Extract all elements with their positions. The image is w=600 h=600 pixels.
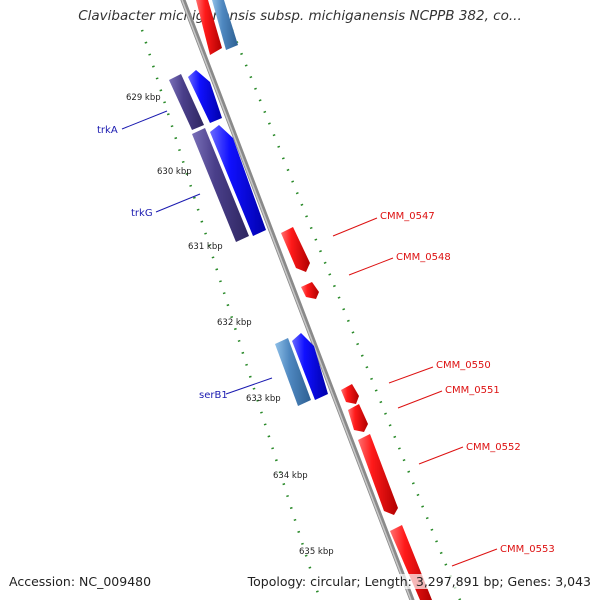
tick-label-635: 635 kbp — [299, 547, 334, 557]
gene-CMM_0551[interactable] — [348, 404, 368, 432]
gene-CMM_0547[interactable] — [281, 227, 310, 272]
label-trkG[interactable]: trkG — [131, 208, 153, 219]
label-CMM_0550[interactable]: CMM_0550 — [436, 360, 491, 371]
leader-CMM_0553 — [451, 548, 498, 567]
label-CMM_0547[interactable]: CMM_0547 — [380, 211, 435, 222]
label-serB1[interactable]: serB1 — [199, 390, 228, 401]
label-CMM_0551[interactable]: CMM_0551 — [445, 385, 500, 396]
gene-pair-serB1[interactable] — [275, 333, 328, 406]
accession-text: Accession: NC_009480 — [9, 574, 152, 589]
leader-CMM_0550 — [388, 366, 434, 384]
genome-summary-text: Topology: circular; Length: 3,297,891 bp… — [247, 574, 591, 589]
genome-backbone-highlight — [181, 0, 412, 600]
leader-trkA — [121, 110, 168, 130]
genome-backbone — [180, 0, 415, 600]
tick-ring-inner — [140, 29, 322, 600]
label-CMM_0553[interactable]: CMM_0553 — [500, 544, 555, 555]
partial-gene-top[interactable] — [196, 0, 238, 55]
tick-label-630: 630 kbp — [157, 167, 192, 177]
leader-CMM_0548 — [348, 257, 394, 276]
label-CMM_0548[interactable]: CMM_0548 — [396, 252, 451, 263]
tick-ring-outer — [230, 29, 462, 600]
tick-label-632: 632 kbp — [217, 318, 252, 328]
leader-CMM_0552 — [418, 446, 464, 465]
gene-pair-trkA[interactable] — [169, 70, 222, 130]
gene-CMM_0548[interactable] — [301, 282, 319, 299]
gene-pair-trkG[interactable] — [192, 125, 266, 242]
leader-CMM_0547 — [332, 217, 378, 237]
tick-label-633: 633 kbp — [246, 394, 281, 404]
gene-CMM_0550[interactable] — [341, 384, 359, 404]
leader-serB1 — [225, 377, 273, 395]
tick-label-629: 629 kbp — [126, 93, 161, 103]
gene-CMM_0552[interactable] — [358, 434, 398, 515]
label-trkA[interactable]: trkA — [97, 125, 118, 136]
label-CMM_0552[interactable]: CMM_0552 — [466, 442, 521, 453]
tick-label-634: 634 kbp — [273, 471, 308, 481]
leader-trkG — [155, 193, 201, 213]
tick-label-631: 631 kbp — [188, 242, 223, 252]
leader-CMM_0551 — [397, 390, 443, 409]
